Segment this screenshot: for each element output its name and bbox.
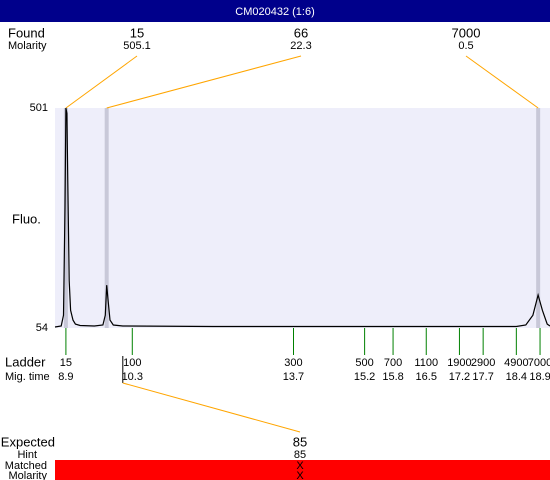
ladder-size: 1100 bbox=[414, 357, 438, 369]
ladder-size: 300 bbox=[284, 357, 302, 369]
peak-band bbox=[104, 108, 109, 328]
ladder-time: 17.2 bbox=[449, 371, 470, 383]
title-bar bbox=[0, 0, 550, 22]
ladder-size: 100 bbox=[123, 357, 141, 369]
expected-molarity: X bbox=[296, 470, 304, 480]
match-bar bbox=[55, 460, 550, 480]
trace bbox=[54, 107, 550, 328]
ladder-time: 17.7 bbox=[472, 371, 493, 383]
ladder-time: 15.2 bbox=[354, 371, 375, 383]
expected-connector bbox=[122, 382, 301, 433]
y-tick-label: 501 bbox=[30, 102, 48, 114]
found-size: 66 bbox=[294, 25, 308, 40]
found-molarity: 505.1 bbox=[123, 40, 151, 52]
ladder-time: 18.4 bbox=[506, 371, 527, 383]
ladder-size: 15 bbox=[60, 357, 72, 369]
found-molarity-label: Molarity bbox=[8, 40, 47, 52]
ladder-size: 700 bbox=[384, 357, 402, 369]
found-molarity: 22.3 bbox=[290, 40, 311, 52]
ladder-size: 4900 bbox=[504, 357, 528, 369]
expected-molarity-label: Molarity bbox=[8, 470, 47, 480]
ladder-size: 1900 bbox=[447, 357, 471, 369]
ladder-time: 10.3 bbox=[122, 371, 143, 383]
ladder-time: 13.7 bbox=[283, 371, 304, 383]
ladder-size: 7000 bbox=[528, 357, 550, 369]
expected-matched: X bbox=[296, 460, 304, 472]
ladder-time: 18.9 bbox=[529, 371, 550, 383]
peak-connector bbox=[465, 55, 539, 109]
peak-connector bbox=[65, 55, 138, 109]
found-label: Found bbox=[8, 25, 45, 40]
found-size: 15 bbox=[130, 25, 144, 40]
expected-hint: 85 bbox=[294, 449, 306, 461]
ladder-size: 500 bbox=[355, 357, 373, 369]
expected-size: 85 bbox=[293, 434, 307, 449]
found-molarity: 0.5 bbox=[458, 40, 473, 52]
y-tick-label: 54 bbox=[36, 322, 48, 334]
ladder-size: 2900 bbox=[471, 357, 495, 369]
time-label: Mig. time bbox=[5, 371, 50, 383]
hint-label: Hint bbox=[17, 449, 37, 461]
y-axis-label: Fluo. bbox=[12, 211, 41, 226]
ladder-label: Ladder bbox=[5, 354, 46, 369]
matched-label: Matched bbox=[5, 460, 47, 472]
title: CM020432 (1:6) bbox=[235, 6, 315, 18]
peak-band bbox=[536, 108, 541, 328]
found-size: 7000 bbox=[452, 25, 481, 40]
peak-connector bbox=[106, 55, 302, 109]
expected-label: Expected bbox=[1, 434, 55, 449]
plot-area bbox=[55, 108, 550, 328]
peak-band bbox=[63, 108, 68, 328]
ladder-time: 16.5 bbox=[416, 371, 437, 383]
ladder-time: 15.8 bbox=[382, 371, 403, 383]
ladder-time: 8.9 bbox=[58, 371, 73, 383]
